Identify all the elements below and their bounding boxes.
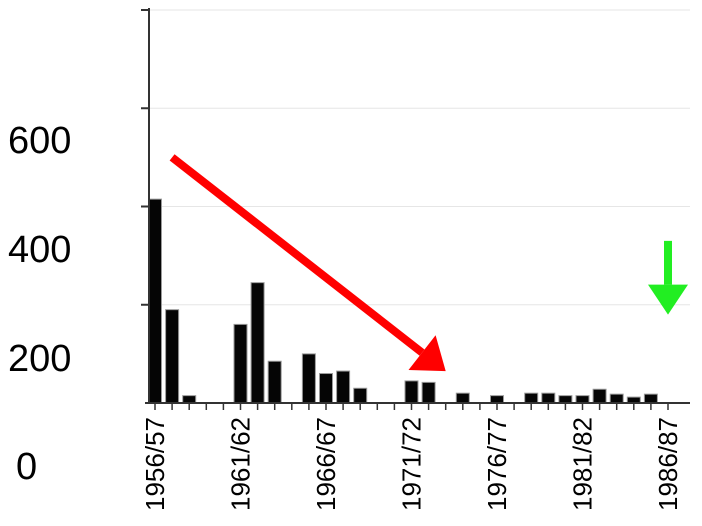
bar (643, 393, 658, 404)
red-arrow-head (408, 335, 446, 372)
bar (353, 387, 368, 404)
bar (490, 395, 504, 404)
bar (301, 353, 316, 404)
bar (592, 388, 607, 404)
bar (609, 393, 624, 404)
annotations (169, 154, 688, 372)
bar (575, 395, 590, 404)
x-tick-label: 1981/82 (568, 417, 598, 511)
bar (404, 380, 419, 404)
bar (182, 395, 197, 404)
bar (267, 360, 282, 404)
bar (558, 395, 573, 404)
x-ticks: 1956/57 1961/62 1966/67 1971/72 1976/77 1981/… (140, 403, 683, 511)
x-tick-label: 1966/67 (311, 417, 341, 511)
y-tick-label: 400 (8, 229, 71, 271)
y-tick-label: 600 (8, 120, 71, 162)
bars (148, 198, 658, 404)
y-tick-label: 200 (8, 338, 71, 380)
bar (524, 392, 539, 404)
green-arrow-head (648, 284, 688, 315)
gridlines (149, 9, 690, 306)
bar (336, 370, 351, 404)
bar (319, 373, 333, 404)
x-tick-label: 1976/77 (482, 417, 512, 511)
bar (233, 323, 248, 404)
bar (148, 198, 162, 404)
x-tick-label: 1986/87 (653, 417, 683, 511)
y-tick-label: 0 (16, 446, 37, 488)
bar (421, 381, 436, 404)
bar (455, 392, 470, 404)
x-tick-label: 1971/72 (397, 417, 427, 511)
bar (541, 392, 556, 404)
bar (250, 282, 265, 404)
bar (165, 309, 180, 404)
y-ticks: 0 200 400 600 (8, 9, 149, 488)
red-arrow-shaft (169, 154, 425, 356)
x-tick-label: 1956/57 (140, 417, 170, 511)
x-tick-label: 1961/62 (226, 417, 256, 511)
